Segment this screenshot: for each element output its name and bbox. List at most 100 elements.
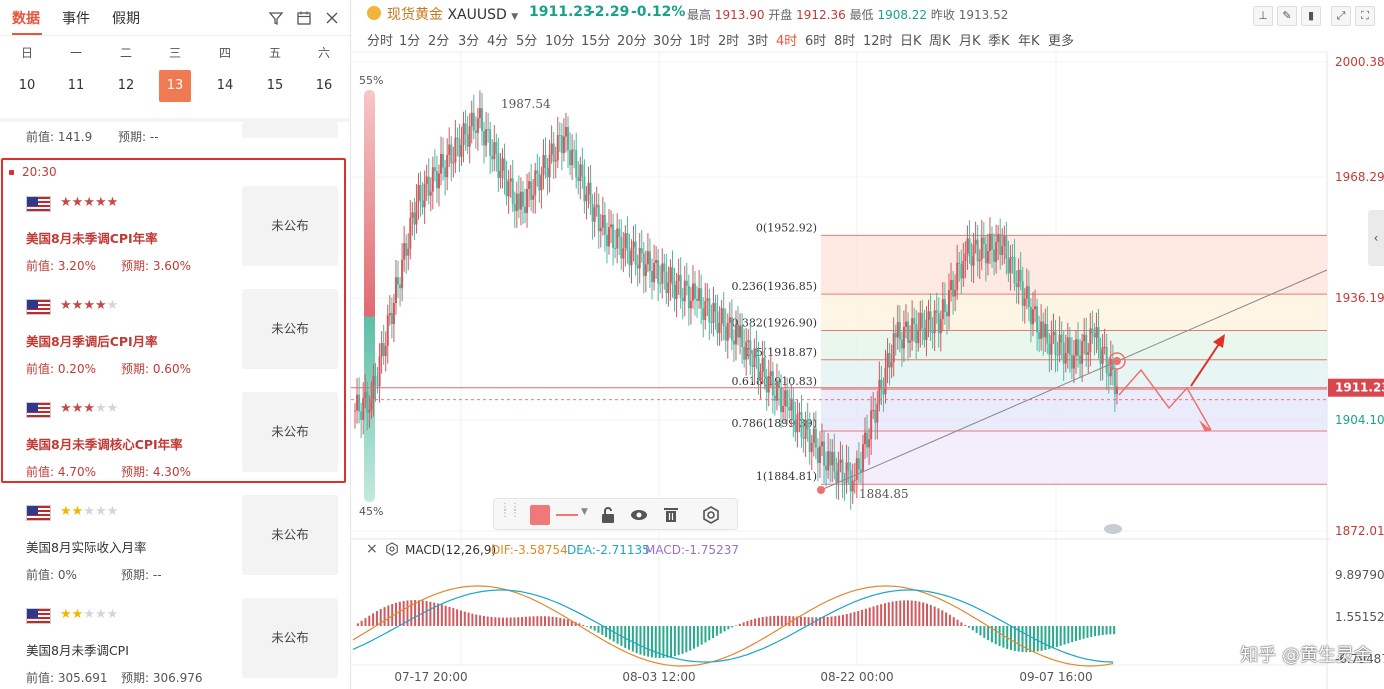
settings-icon[interactable] xyxy=(701,505,721,525)
status-button[interactable]: 未公布 xyxy=(242,598,338,678)
macd-bar xyxy=(903,600,906,626)
period-option[interactable]: 3时 xyxy=(747,34,769,49)
indicator-icon[interactable]: ⊥ xyxy=(1253,6,1273,26)
period-option[interactable]: 日K xyxy=(900,34,922,49)
event-item[interactable]: ★★★★★ 美国8月未季调CPI 前值: 305.691 预期: 306.976 未公布 xyxy=(0,598,350,689)
candle-body xyxy=(827,451,830,471)
period-option[interactable]: 季K xyxy=(988,34,1010,49)
period-option[interactable]: 4时 xyxy=(776,34,798,49)
watermark: 知乎 @黄生灵金 xyxy=(1240,645,1372,666)
event-title: 美国8月实际收入月率 xyxy=(26,540,147,555)
date-cell-selected[interactable]: 13 xyxy=(159,70,191,102)
period-option[interactable]: 1分 xyxy=(399,34,421,49)
fullscreen-icon[interactable]: ⛶ xyxy=(1355,6,1375,26)
event-values: 前值: 4.70% 预期: 4.30% xyxy=(26,463,191,480)
candle-body xyxy=(397,277,400,285)
macd-title: MACD(12,26,9) xyxy=(405,543,497,557)
pencil-icon[interactable]: ✎ xyxy=(1277,6,1297,26)
collapse-panel-handle[interactable]: ‹ xyxy=(1368,210,1384,266)
importance-stars: ★★★★★ xyxy=(60,504,118,519)
close-icon[interactable] xyxy=(324,10,340,26)
macd-bar xyxy=(509,617,512,626)
macd-dif-line xyxy=(352,585,1114,667)
macd-axis-label: 9.89790 xyxy=(1335,568,1384,582)
candle-body xyxy=(564,127,567,137)
candle-body xyxy=(1087,351,1090,355)
period-option[interactable]: 15分 xyxy=(581,34,611,49)
period-option[interactable]: 30分 xyxy=(653,34,683,49)
candle-body xyxy=(503,158,506,180)
period-option[interactable]: 1时 xyxy=(689,34,711,49)
date-cell[interactable]: 14 xyxy=(216,78,234,93)
event-item[interactable]: ★★★★★ 美国8月未季调CPI年率 前值: 3.20% 预期: 3.60% 未公布 xyxy=(0,186,350,296)
period-option[interactable]: 8时 xyxy=(834,34,856,49)
candle-body xyxy=(931,331,934,334)
period-option[interactable]: 周K xyxy=(929,34,951,49)
period-option[interactable]: 年K xyxy=(1018,34,1040,49)
filter-icon[interactable] xyxy=(268,10,284,26)
period-more-dropdown[interactable]: 更多 xyxy=(1048,34,1075,49)
date-cell[interactable]: 12 xyxy=(117,78,135,93)
period-option[interactable]: 20分 xyxy=(617,34,647,49)
period-option[interactable]: 10分 xyxy=(545,34,575,49)
expand-icon[interactable]: ⤢ xyxy=(1331,6,1351,26)
candle-body xyxy=(380,343,383,357)
macd-bar xyxy=(704,626,707,643)
status-button[interactable]: 未公布 xyxy=(242,495,338,575)
unlock-icon[interactable] xyxy=(598,505,618,525)
candle-body xyxy=(1044,324,1047,338)
status-button[interactable]: 未公布 xyxy=(242,289,338,369)
tab-holidays[interactable]: 假期 xyxy=(112,11,140,27)
status-button[interactable]: 未公布 xyxy=(242,392,338,472)
status-button-partial[interactable] xyxy=(242,122,338,138)
date-cell[interactable]: 10 xyxy=(18,78,36,93)
event-item[interactable]: ★★★★★ 美国8月未季调核心CPI年率 前值: 4.70% 预期: 4.30% 未公布 xyxy=(0,392,350,502)
symbol-selector[interactable]: 现货黄金 XAUUSD ▼ xyxy=(387,4,518,24)
candle-body xyxy=(435,171,438,189)
period-option[interactable]: 5分 xyxy=(516,34,538,49)
tab-events[interactable]: 事件 xyxy=(62,11,90,27)
weekday-sun: 日 xyxy=(20,46,33,60)
line-style-picker[interactable] xyxy=(556,514,578,516)
period-option[interactable]: 月K xyxy=(959,34,981,49)
date-cell[interactable]: 11 xyxy=(67,78,85,93)
period-option[interactable]: 6时 xyxy=(805,34,827,49)
tab-data[interactable]: 数据 xyxy=(12,11,40,27)
macd-bar xyxy=(727,626,730,630)
candle-body xyxy=(1046,324,1049,344)
color-picker[interactable] xyxy=(530,505,550,525)
candle-body xyxy=(718,323,721,334)
candle-body xyxy=(399,284,402,289)
candle-body xyxy=(888,353,891,368)
macd-bar xyxy=(544,616,546,626)
price-chart[interactable]: 2000.38 1968.29 1936.19 1904.10 1872.01 55% 45… xyxy=(351,0,1384,689)
period-option[interactable]: 12时 xyxy=(863,34,893,49)
eye-icon[interactable] xyxy=(629,505,649,525)
status-button[interactable]: 未公布 xyxy=(242,186,338,266)
candle-body xyxy=(823,441,826,466)
trash-icon[interactable] xyxy=(661,505,681,525)
period-option[interactable]: 2时 xyxy=(718,34,740,49)
event-item[interactable]: ★★★★★ 美国8月实际收入月率 前值: 0% 预期: -- 未公布 xyxy=(0,495,350,605)
chevron-down-icon[interactable]: ▼ xyxy=(581,507,588,517)
period-option[interactable]: 2分 xyxy=(428,34,450,49)
candlestick-icon[interactable]: ▮ xyxy=(1301,6,1321,26)
candle-body xyxy=(657,259,660,284)
candle-body xyxy=(1038,332,1041,339)
candle-body xyxy=(1021,281,1024,306)
candle-body xyxy=(401,259,404,289)
event-item[interactable]: ★★★★★ 美国8月季调后CPI月率 前值: 0.20% 预期: 0.60% 未公布 xyxy=(0,289,350,399)
gold-coin-icon xyxy=(367,6,381,20)
macd-bar xyxy=(994,626,997,645)
settings-icon[interactable] xyxy=(385,542,399,556)
period-option[interactable]: 分时 xyxy=(367,34,394,49)
date-cell[interactable]: 16 xyxy=(315,78,333,93)
macd-bar xyxy=(952,617,955,626)
date-cell[interactable]: 15 xyxy=(266,78,284,93)
calendar-icon[interactable] xyxy=(296,10,312,26)
period-option[interactable]: 4分 xyxy=(487,34,509,49)
period-option[interactable]: 3分 xyxy=(458,34,480,49)
drag-handle[interactable]: ⋮⋮ ⋮⋮ xyxy=(500,502,520,519)
candle-body xyxy=(874,409,877,423)
close-icon[interactable]: × xyxy=(366,541,378,557)
